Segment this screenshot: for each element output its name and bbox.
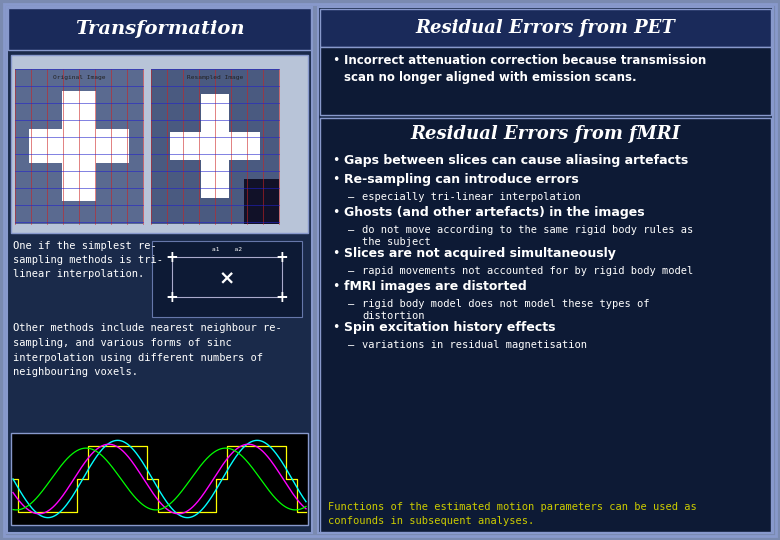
Text: Incorrect attenuation correction because transmission
scan no longer aligned wit: Incorrect attenuation correction because… xyxy=(344,54,706,84)
Text: •: • xyxy=(332,54,339,67)
Bar xyxy=(29,129,129,163)
Bar xyxy=(152,241,302,317)
Bar xyxy=(320,9,771,47)
Text: Original Image: Original Image xyxy=(53,75,105,80)
Text: –: – xyxy=(348,340,354,350)
Text: rigid body model does not model these types of
distortion: rigid body model does not model these ty… xyxy=(362,299,650,321)
Text: ×: × xyxy=(219,269,236,288)
Text: Functions of the estimated motion parameters can be used as
confounds in subsequ: Functions of the estimated motion parame… xyxy=(328,502,697,526)
Text: fMRI images are distorted: fMRI images are distorted xyxy=(344,280,526,293)
Text: –: – xyxy=(348,192,354,202)
Bar xyxy=(320,47,771,115)
Text: One if the simplest re-
sampling methods is tri-
linear interpolation.: One if the simplest re- sampling methods… xyxy=(13,241,163,279)
Text: Spin excitation history effects: Spin excitation history effects xyxy=(344,321,555,334)
Text: •: • xyxy=(332,321,339,334)
Bar xyxy=(170,132,260,160)
Text: Ghosts (and other artefacts) in the images: Ghosts (and other artefacts) in the imag… xyxy=(344,206,644,219)
Text: •: • xyxy=(332,173,339,186)
Text: +: + xyxy=(165,289,179,305)
Text: •: • xyxy=(332,280,339,293)
Bar xyxy=(151,69,279,224)
Bar xyxy=(11,433,308,525)
Bar xyxy=(15,69,143,224)
Bar xyxy=(7,7,312,533)
Text: Residual Errors from fMRI: Residual Errors from fMRI xyxy=(410,125,681,143)
Bar xyxy=(11,55,308,233)
Text: Transformation: Transformation xyxy=(75,20,244,38)
Text: variations in residual magnetisation: variations in residual magnetisation xyxy=(362,340,587,350)
Text: rapid movements not accounted for by rigid body model: rapid movements not accounted for by rig… xyxy=(362,266,693,276)
Bar xyxy=(244,179,279,224)
Bar xyxy=(62,91,96,201)
Text: Resampled Image: Resampled Image xyxy=(187,75,243,80)
Text: •: • xyxy=(332,206,339,219)
Text: +: + xyxy=(275,289,289,305)
Text: Residual Errors from PET: Residual Errors from PET xyxy=(416,19,675,37)
Text: •: • xyxy=(332,154,339,167)
Text: –: – xyxy=(348,225,354,235)
Text: Other methods include nearest neighbour re-
sampling, and various forms of sinc
: Other methods include nearest neighbour … xyxy=(13,323,282,377)
Text: Slices are not acquired simultaneously: Slices are not acquired simultaneously xyxy=(344,247,616,260)
Text: •: • xyxy=(332,247,339,260)
Bar xyxy=(201,94,229,198)
Text: especially tri-linear interpolation: especially tri-linear interpolation xyxy=(362,192,581,202)
Bar xyxy=(318,7,773,533)
Text: Re-sampling can introduce errors: Re-sampling can introduce errors xyxy=(344,173,579,186)
Text: do not move according to the same rigid body rules as
the subject: do not move according to the same rigid … xyxy=(362,225,693,247)
Text: –: – xyxy=(348,299,354,309)
Bar xyxy=(8,8,311,50)
Bar xyxy=(320,118,771,532)
Text: +: + xyxy=(275,249,289,265)
Text: Gaps between slices can cause aliasing artefacts: Gaps between slices can cause aliasing a… xyxy=(344,154,688,167)
Text: –: – xyxy=(348,266,354,276)
Text: a1    a2: a1 a2 xyxy=(212,247,242,252)
Text: +: + xyxy=(165,249,179,265)
